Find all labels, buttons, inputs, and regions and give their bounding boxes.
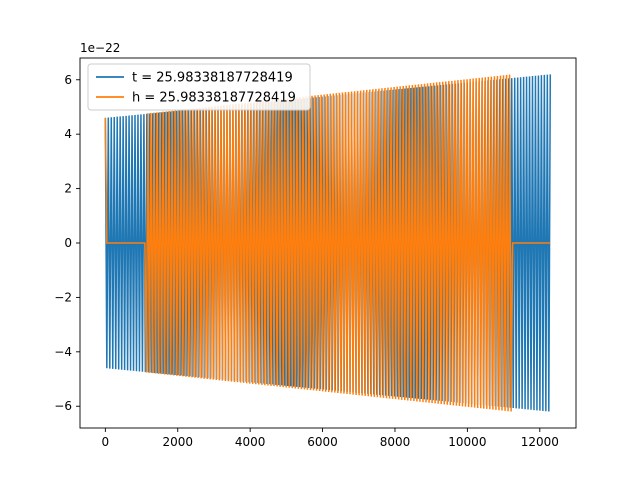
series-line-2 — [104, 74, 551, 412]
y-scale-label: 1e−22 — [80, 41, 120, 55]
series-layer — [104, 74, 552, 412]
x-axis: 0 2000 4000 6000 8000 10000 12000 — [102, 428, 559, 449]
y-tick-label: −4 — [54, 345, 72, 359]
y-axis: 6 4 2 0 −2 −4 −6 — [54, 73, 80, 413]
y-tick-label: 0 — [64, 236, 72, 250]
legend-entry-label: t = 25.98338187728419 — [132, 71, 293, 86]
legend: t = 25.98338187728419 h = 25.983381877284… — [87, 63, 311, 111]
x-tick-label: 8000 — [380, 435, 411, 449]
x-tick-label: 2000 — [162, 435, 193, 449]
x-tick-label: 4000 — [235, 435, 266, 449]
legend-entry-label: h = 25.98338187728419 — [132, 91, 296, 106]
y-tick-label: 6 — [64, 73, 72, 87]
x-tick-label: 6000 — [307, 435, 338, 449]
x-tick-label: 12000 — [521, 435, 559, 449]
y-tick-label: −2 — [54, 290, 72, 304]
y-tick-label: 2 — [64, 182, 72, 196]
x-tick-label: 0 — [102, 435, 110, 449]
y-tick-label: −6 — [54, 399, 72, 413]
y-tick-label: 4 — [64, 127, 72, 141]
x-tick-label: 10000 — [448, 435, 486, 449]
legend-box — [87, 63, 311, 111]
